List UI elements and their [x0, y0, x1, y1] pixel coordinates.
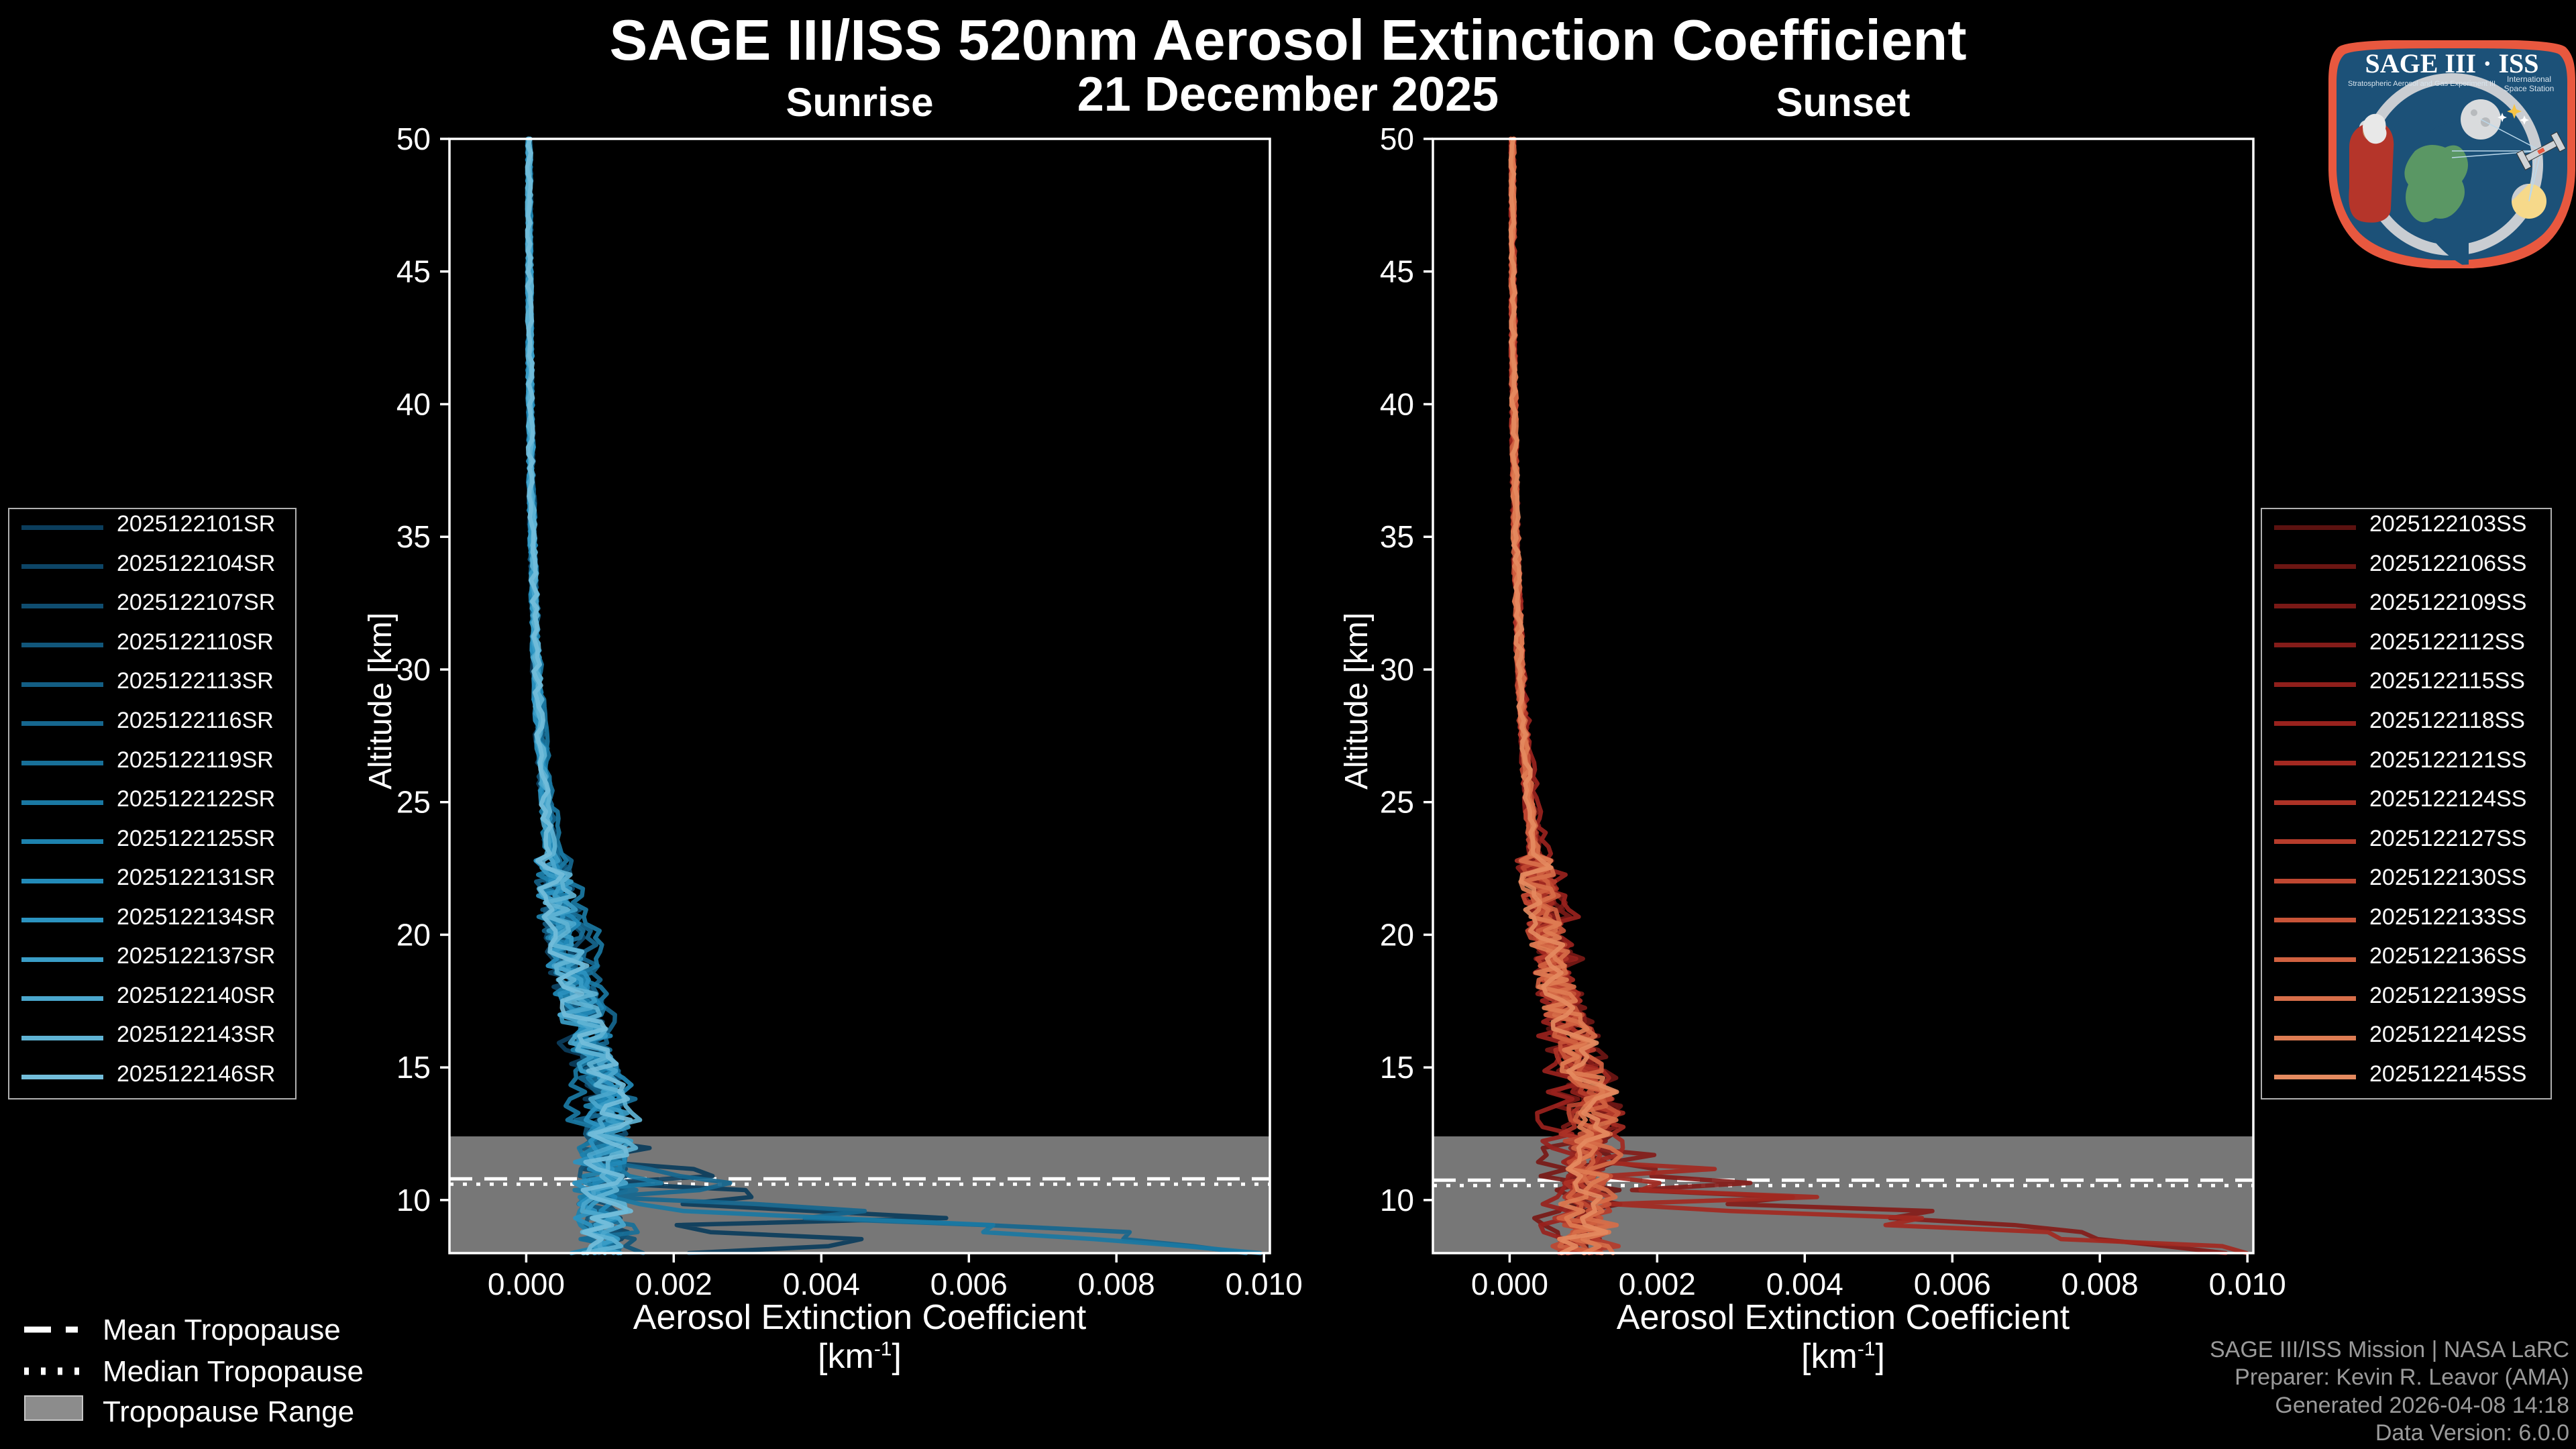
- svg-text:15: 15: [1380, 1050, 1414, 1085]
- svg-text:0.010: 0.010: [2209, 1267, 2286, 1301]
- svg-text:0.004: 0.004: [783, 1267, 860, 1301]
- svg-text:10: 10: [396, 1183, 431, 1218]
- svg-text:0.004: 0.004: [1766, 1267, 1843, 1301]
- svg-text:40: 40: [396, 387, 431, 422]
- svg-text:25: 25: [1380, 785, 1414, 820]
- svg-text:0.006: 0.006: [930, 1267, 1008, 1301]
- svg-text:0.008: 0.008: [1078, 1267, 1155, 1301]
- svg-text:35: 35: [396, 519, 431, 554]
- svg-text:25: 25: [396, 785, 431, 820]
- svg-text:50: 50: [1380, 121, 1414, 156]
- svg-text:20: 20: [396, 917, 431, 952]
- svg-text:0.006: 0.006: [1914, 1267, 1991, 1301]
- svg-text:0.000: 0.000: [1471, 1267, 1548, 1301]
- svg-text:35: 35: [1380, 519, 1414, 554]
- svg-text:30: 30: [396, 652, 431, 687]
- svg-text:10: 10: [1380, 1183, 1414, 1218]
- svg-text:45: 45: [1380, 254, 1414, 289]
- svg-text:20: 20: [1380, 917, 1414, 952]
- svg-text:0.008: 0.008: [2061, 1267, 2139, 1301]
- svg-text:45: 45: [396, 254, 431, 289]
- svg-text:0.010: 0.010: [1226, 1267, 1303, 1301]
- svg-text:40: 40: [1380, 387, 1414, 422]
- svg-text:0.000: 0.000: [488, 1267, 565, 1301]
- svg-text:30: 30: [1380, 652, 1414, 687]
- svg-text:15: 15: [396, 1050, 431, 1085]
- svg-text:50: 50: [396, 121, 431, 156]
- svg-text:0.002: 0.002: [635, 1267, 712, 1301]
- svg-text:0.002: 0.002: [1619, 1267, 1696, 1301]
